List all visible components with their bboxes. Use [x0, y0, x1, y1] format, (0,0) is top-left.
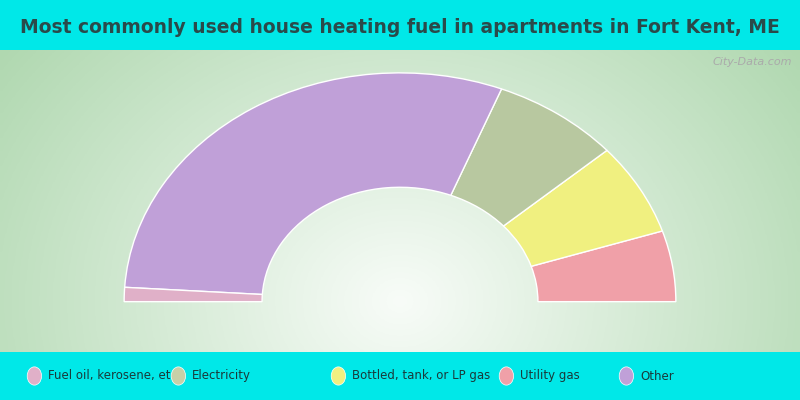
Ellipse shape [619, 367, 634, 385]
Text: Electricity: Electricity [192, 370, 251, 382]
Wedge shape [450, 89, 607, 226]
Wedge shape [531, 231, 676, 302]
Text: Fuel oil, kerosene, etc.: Fuel oil, kerosene, etc. [48, 370, 181, 382]
Text: Other: Other [640, 370, 674, 382]
Ellipse shape [171, 367, 186, 385]
Ellipse shape [499, 367, 514, 385]
Wedge shape [503, 150, 662, 266]
Text: Utility gas: Utility gas [520, 370, 580, 382]
Text: City-Data.com: City-Data.com [712, 57, 792, 67]
Text: Most commonly used house heating fuel in apartments in Fort Kent, ME: Most commonly used house heating fuel in… [20, 18, 780, 37]
Wedge shape [124, 287, 262, 302]
Ellipse shape [27, 367, 42, 385]
Ellipse shape [331, 367, 346, 385]
Wedge shape [125, 73, 502, 294]
Text: Bottled, tank, or LP gas: Bottled, tank, or LP gas [352, 370, 490, 382]
